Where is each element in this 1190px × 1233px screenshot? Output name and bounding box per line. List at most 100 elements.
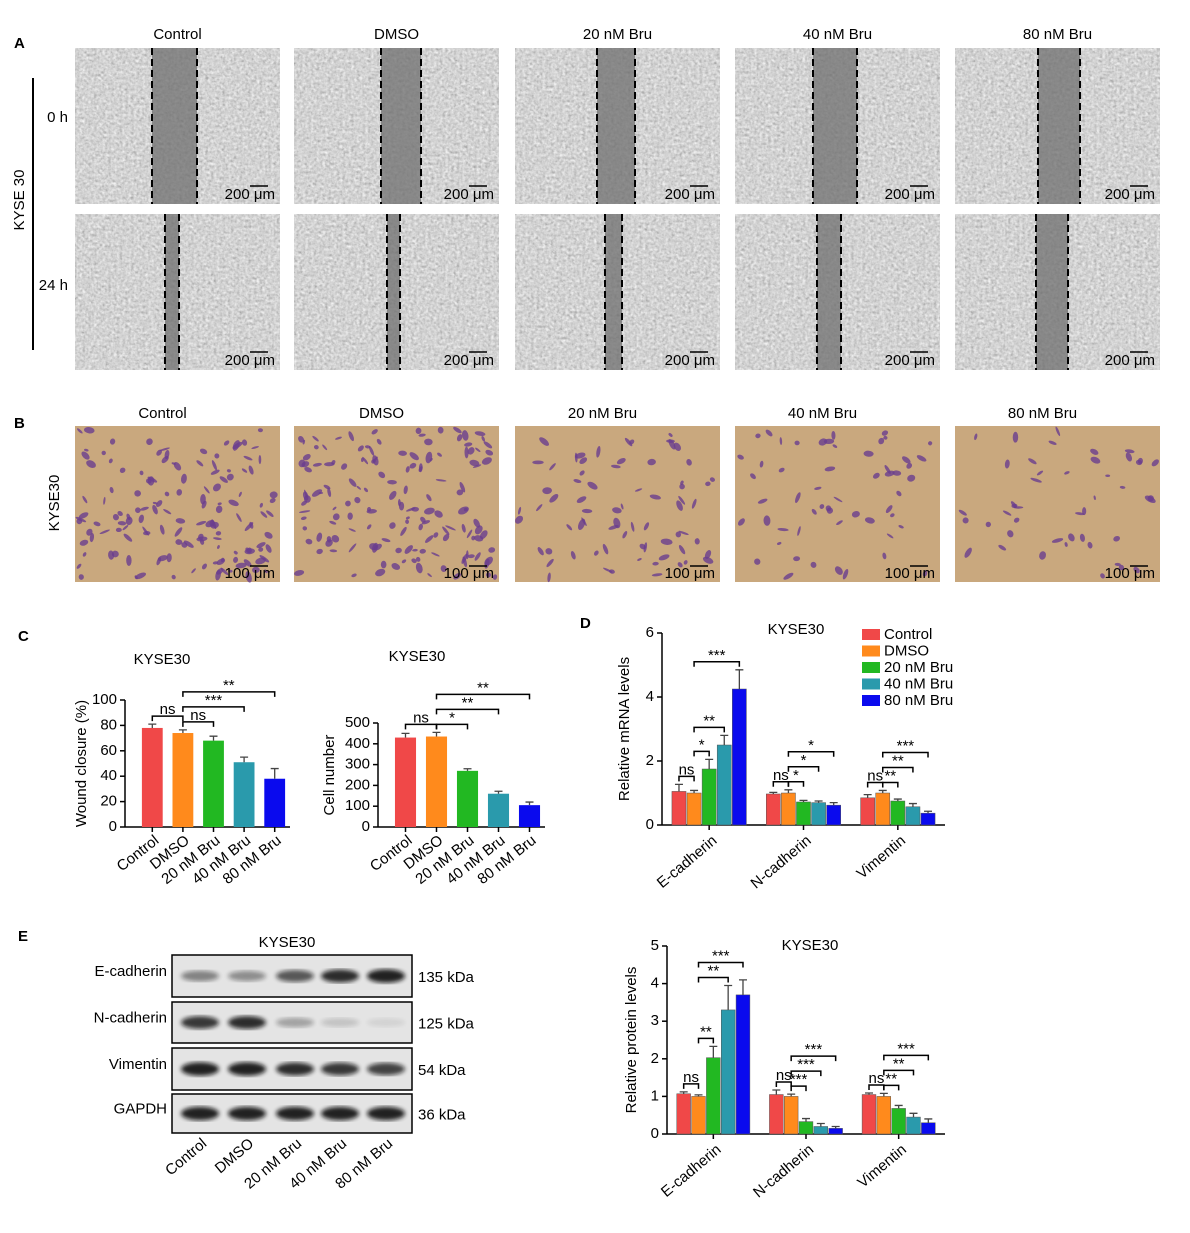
- stained-cell: [608, 524, 619, 530]
- y-axis-label: Wound closure (%): [73, 700, 90, 827]
- stained-cell: [1090, 456, 1101, 464]
- stained-cell: [793, 556, 801, 562]
- stained-cell: [425, 535, 434, 543]
- significance-label: *: [793, 767, 799, 784]
- stained-cell: [668, 439, 676, 450]
- stained-cell: [232, 441, 243, 450]
- blot-band: [276, 970, 314, 982]
- significance-bracket: [693, 750, 710, 757]
- stained-cell: [547, 572, 551, 583]
- significance-label: *: [808, 737, 814, 754]
- stained-cell: [175, 518, 186, 524]
- stained-cell: [415, 556, 421, 562]
- stained-cell: [356, 485, 362, 490]
- stained-cell: [332, 513, 340, 521]
- chart-title: KYSE30: [134, 651, 191, 668]
- stained-cell: [704, 550, 712, 559]
- stained-cell: [461, 430, 469, 441]
- error-bar: [863, 793, 872, 798]
- wound-gap: [1036, 214, 1068, 370]
- stained-cell: [863, 450, 874, 457]
- significance-label: ns: [869, 1070, 885, 1087]
- y-tick-label: 2: [646, 752, 654, 769]
- stained-cell: [1051, 538, 1064, 543]
- stained-cell: [831, 430, 836, 440]
- significance-label: ***: [790, 1071, 808, 1088]
- stained-cell: [412, 548, 418, 552]
- error-bar: [814, 800, 823, 803]
- column-header: 20 nM Bru: [583, 26, 652, 43]
- stained-cell: [264, 569, 268, 574]
- stained-cell: [241, 468, 248, 473]
- stained-cell: [173, 461, 182, 471]
- blot-band: [228, 1106, 266, 1121]
- stained-cell: [579, 470, 585, 476]
- stained-cell: [819, 504, 825, 509]
- stained-cell: [199, 448, 208, 455]
- stained-cell: [302, 526, 308, 531]
- column-header: 80 nM Bru: [1023, 26, 1092, 43]
- legend-swatch: [862, 695, 880, 706]
- significance-label: ns: [683, 1069, 699, 1086]
- bar: [861, 1094, 877, 1135]
- stained-cell: [381, 538, 391, 543]
- wound-gap: [817, 214, 841, 370]
- stained-cell: [241, 439, 248, 446]
- significance-label: *: [801, 752, 807, 769]
- stained-cell: [256, 542, 266, 548]
- stained-cell: [196, 520, 207, 526]
- stained-cell: [76, 563, 82, 569]
- stained-cell: [171, 574, 176, 580]
- blot-band: [367, 1062, 405, 1076]
- y-tick-label: 1: [651, 1087, 659, 1104]
- stained-cell: [678, 495, 686, 505]
- stained-cell: [884, 470, 895, 477]
- stained-cell: [251, 446, 259, 449]
- stained-cell: [138, 514, 145, 524]
- stained-cell: [415, 562, 423, 574]
- stained-cell: [474, 431, 486, 437]
- stained-cell: [391, 563, 401, 570]
- stained-cell: [152, 501, 158, 505]
- stained-cell: [313, 444, 319, 450]
- bar: [701, 768, 717, 826]
- stained-cell: [885, 505, 893, 514]
- stained-cell: [1002, 510, 1012, 516]
- stained-cell: [652, 561, 659, 566]
- stained-cell: [117, 511, 123, 517]
- significance-bracket: [775, 1081, 792, 1088]
- stained-cell: [998, 544, 1007, 551]
- y-tick-label: 60: [100, 742, 117, 759]
- y-tick-label: 5: [651, 937, 659, 954]
- stained-cell: [411, 558, 417, 564]
- stained-cell: [89, 532, 95, 543]
- stained-cell: [483, 441, 493, 449]
- stained-cell: [301, 461, 310, 468]
- stained-cell: [694, 538, 700, 545]
- stained-cell: [678, 545, 686, 555]
- y-tick-label: 0: [646, 816, 654, 833]
- stained-cell: [898, 525, 904, 529]
- error-bar: [679, 1091, 688, 1094]
- stained-cell: [426, 494, 432, 502]
- stained-cell: [573, 479, 582, 483]
- stained-cell: [851, 510, 860, 518]
- scale-bar-label: 100 μm: [885, 565, 935, 582]
- stained-cell: [217, 502, 222, 506]
- stained-cell: [119, 467, 126, 473]
- stained-cell: [471, 535, 476, 541]
- stained-cell: [366, 524, 372, 530]
- stained-cell: [371, 429, 378, 435]
- bar: [876, 1096, 892, 1135]
- significance-label: ns: [773, 767, 789, 784]
- error-bar: [829, 801, 838, 806]
- bar: [891, 1108, 906, 1135]
- x-tick-label: N-cadherin: [750, 1141, 817, 1201]
- stained-cell: [233, 550, 238, 555]
- stained-cell: [312, 435, 319, 442]
- stained-cell: [1113, 535, 1121, 542]
- stained-cell: [243, 559, 252, 567]
- stained-cell: [415, 427, 422, 435]
- stained-cell: [86, 460, 96, 468]
- significance-label: *: [699, 736, 705, 753]
